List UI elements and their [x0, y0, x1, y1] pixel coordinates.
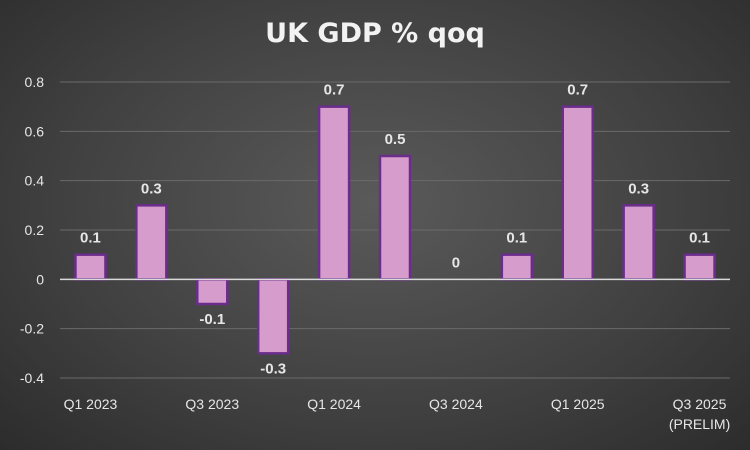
y-tick-label: 0.8: [25, 74, 45, 90]
y-tick-label: 0.6: [25, 123, 45, 139]
x-tick-label: Q1 2025: [551, 396, 605, 412]
x-tick-label: Q1 2023: [64, 396, 118, 412]
bar: [317, 105, 351, 281]
data-label: 0.5: [385, 131, 406, 148]
bar: [196, 278, 229, 306]
data-label: 0.1: [506, 230, 527, 247]
data-label: 0: [452, 254, 460, 271]
data-label: 0.3: [141, 180, 162, 197]
x-tick-label: Q1 2024: [307, 396, 361, 412]
x-tick-label: Q3 2023: [185, 396, 239, 412]
bar: [74, 253, 107, 281]
chart-title: UK GDP % qoq: [265, 18, 485, 49]
bar: [683, 253, 716, 281]
bar: [256, 278, 290, 355]
data-label: 0.3: [628, 180, 649, 197]
y-tick-label: -0.4: [20, 370, 44, 386]
data-label: -0.3: [260, 360, 286, 377]
bar: [561, 105, 594, 281]
bar: [622, 204, 655, 281]
y-tick-label: 0: [36, 271, 44, 287]
data-label: 0.7: [324, 82, 345, 99]
x-tick-label: (PRELIM): [669, 416, 730, 432]
x-tick-label: Q3 2025: [673, 396, 727, 412]
data-label: 0.1: [80, 230, 101, 247]
bar: [378, 154, 412, 281]
x-tick-label: Q3 2024: [429, 396, 483, 412]
data-label: 0.7: [567, 82, 588, 99]
data-label: -0.1: [199, 311, 225, 328]
bar: [135, 204, 168, 281]
y-tick-label: -0.2: [20, 321, 44, 337]
y-tick-label: 0.2: [25, 222, 45, 238]
y-tick-label: 0.4: [25, 173, 45, 189]
data-label: 0.1: [689, 230, 710, 247]
bar: [500, 253, 534, 281]
